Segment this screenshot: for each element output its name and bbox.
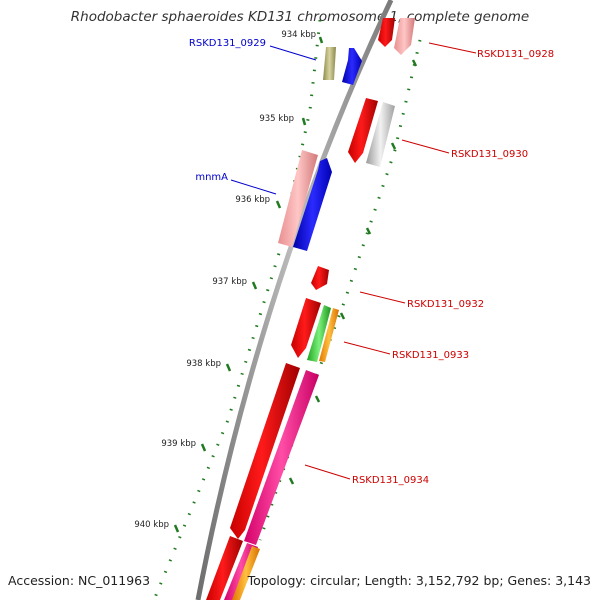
- leader-rskd131-0929: [269, 45, 317, 61]
- kbp-tick-936: [275, 200, 282, 209]
- kbp-label-938: 938 kbp: [186, 359, 221, 369]
- label-mnma[interactable]: mnmA: [195, 172, 228, 183]
- gene-mnma[interactable]: [293, 158, 332, 251]
- backbone-arc: [195, 0, 394, 600]
- reverse-genes: [206, 18, 415, 600]
- gene-rskd131-0930-partner[interactable]: [366, 102, 395, 167]
- scale-track-inner: [258, 39, 422, 541]
- gene-rskd131-0932[interactable]: [311, 266, 329, 290]
- inner-tick-5: [314, 395, 321, 403]
- inner-tick-2: [390, 142, 397, 150]
- kbp-tick-938: [225, 363, 232, 372]
- gene-rskd131-0933[interactable]: [307, 305, 331, 362]
- scale-track-outer: [152, 19, 322, 600]
- kbp-label-939: 939 kbp: [161, 439, 196, 449]
- label-rskd131-0928[interactable]: RSKD131_0928: [477, 49, 554, 60]
- inner-tick-4: [339, 312, 346, 320]
- gene-rskd131-0934-red[interactable]: [230, 363, 300, 539]
- genome-stats-text: Topology: circular; Length: 3,152,792 bp…: [247, 573, 591, 588]
- label-rskd131-0933[interactable]: RSKD131_0933: [392, 350, 469, 361]
- leader-rskd131-0928: [428, 42, 477, 54]
- label-rskd131-0934[interactable]: RSKD131_0934: [352, 475, 429, 486]
- gene-rskd131-0932b[interactable]: [291, 298, 321, 358]
- kbp-label-940: 940 kbp: [134, 520, 169, 530]
- scale-tracks: [152, 19, 422, 600]
- leader-rskd131-0934: [304, 464, 351, 480]
- kbp-label-936: 936 kbp: [235, 195, 270, 205]
- inner-tick-3: [365, 227, 372, 235]
- gene-rskd131-0933-orange[interactable]: [319, 308, 339, 362]
- kbp-label-934: 934 kbp: [281, 30, 316, 40]
- kbp-tick-939: [200, 443, 207, 452]
- inner-tick-1: [411, 59, 418, 67]
- kbp-tick-940: [173, 524, 180, 533]
- leader-lines: [230, 42, 477, 480]
- kbp-tick-935: [301, 117, 307, 126]
- leader-mnma: [230, 179, 277, 195]
- forward-genes: [278, 47, 362, 251]
- label-rskd131-0929[interactable]: RSKD131_0929: [189, 38, 266, 49]
- label-rskd131-0930[interactable]: RSKD131_0930: [451, 149, 528, 160]
- kbp-ticks: [173, 36, 418, 533]
- leader-rskd131-0933: [343, 341, 391, 355]
- gene-rskd131-0930[interactable]: [348, 98, 378, 163]
- gene-rskd131-0929[interactable]: [323, 47, 336, 80]
- leader-rskd131-0930: [401, 139, 450, 154]
- kbp-label-935: 935 kbp: [259, 114, 294, 124]
- gene-mnma-pink[interactable]: [278, 150, 318, 247]
- gene-rskd131-0928[interactable]: [378, 18, 395, 47]
- gene-rskd131-0928-partner[interactable]: [394, 18, 415, 55]
- inner-tick-6: [288, 477, 295, 485]
- gene-bottom-red[interactable]: [206, 536, 243, 600]
- accession-text: Accession: NC_011963: [8, 573, 151, 588]
- leader-rskd131-0932: [359, 291, 406, 304]
- kbp-tick-934: [318, 36, 324, 44]
- gene-labels: RSKD131_0929 RSKD131_0928 RSKD131_0930 m…: [189, 38, 554, 486]
- kbp-tick-937: [251, 281, 258, 290]
- label-rskd131-0932[interactable]: RSKD131_0932: [407, 299, 484, 310]
- kbp-labels: 934 kbp 935 kbp 936 kbp 937 kbp 938 kbp …: [134, 30, 316, 530]
- kbp-label-937: 937 kbp: [212, 277, 247, 287]
- map-title: Rhodobacter sphaeroides KD131 chromosome…: [70, 9, 530, 25]
- gene-rskd131-0929-partner[interactable]: [342, 48, 362, 85]
- gene-bottom-orange[interactable]: [232, 546, 260, 600]
- gene-rskd131-0934[interactable]: [244, 370, 319, 545]
